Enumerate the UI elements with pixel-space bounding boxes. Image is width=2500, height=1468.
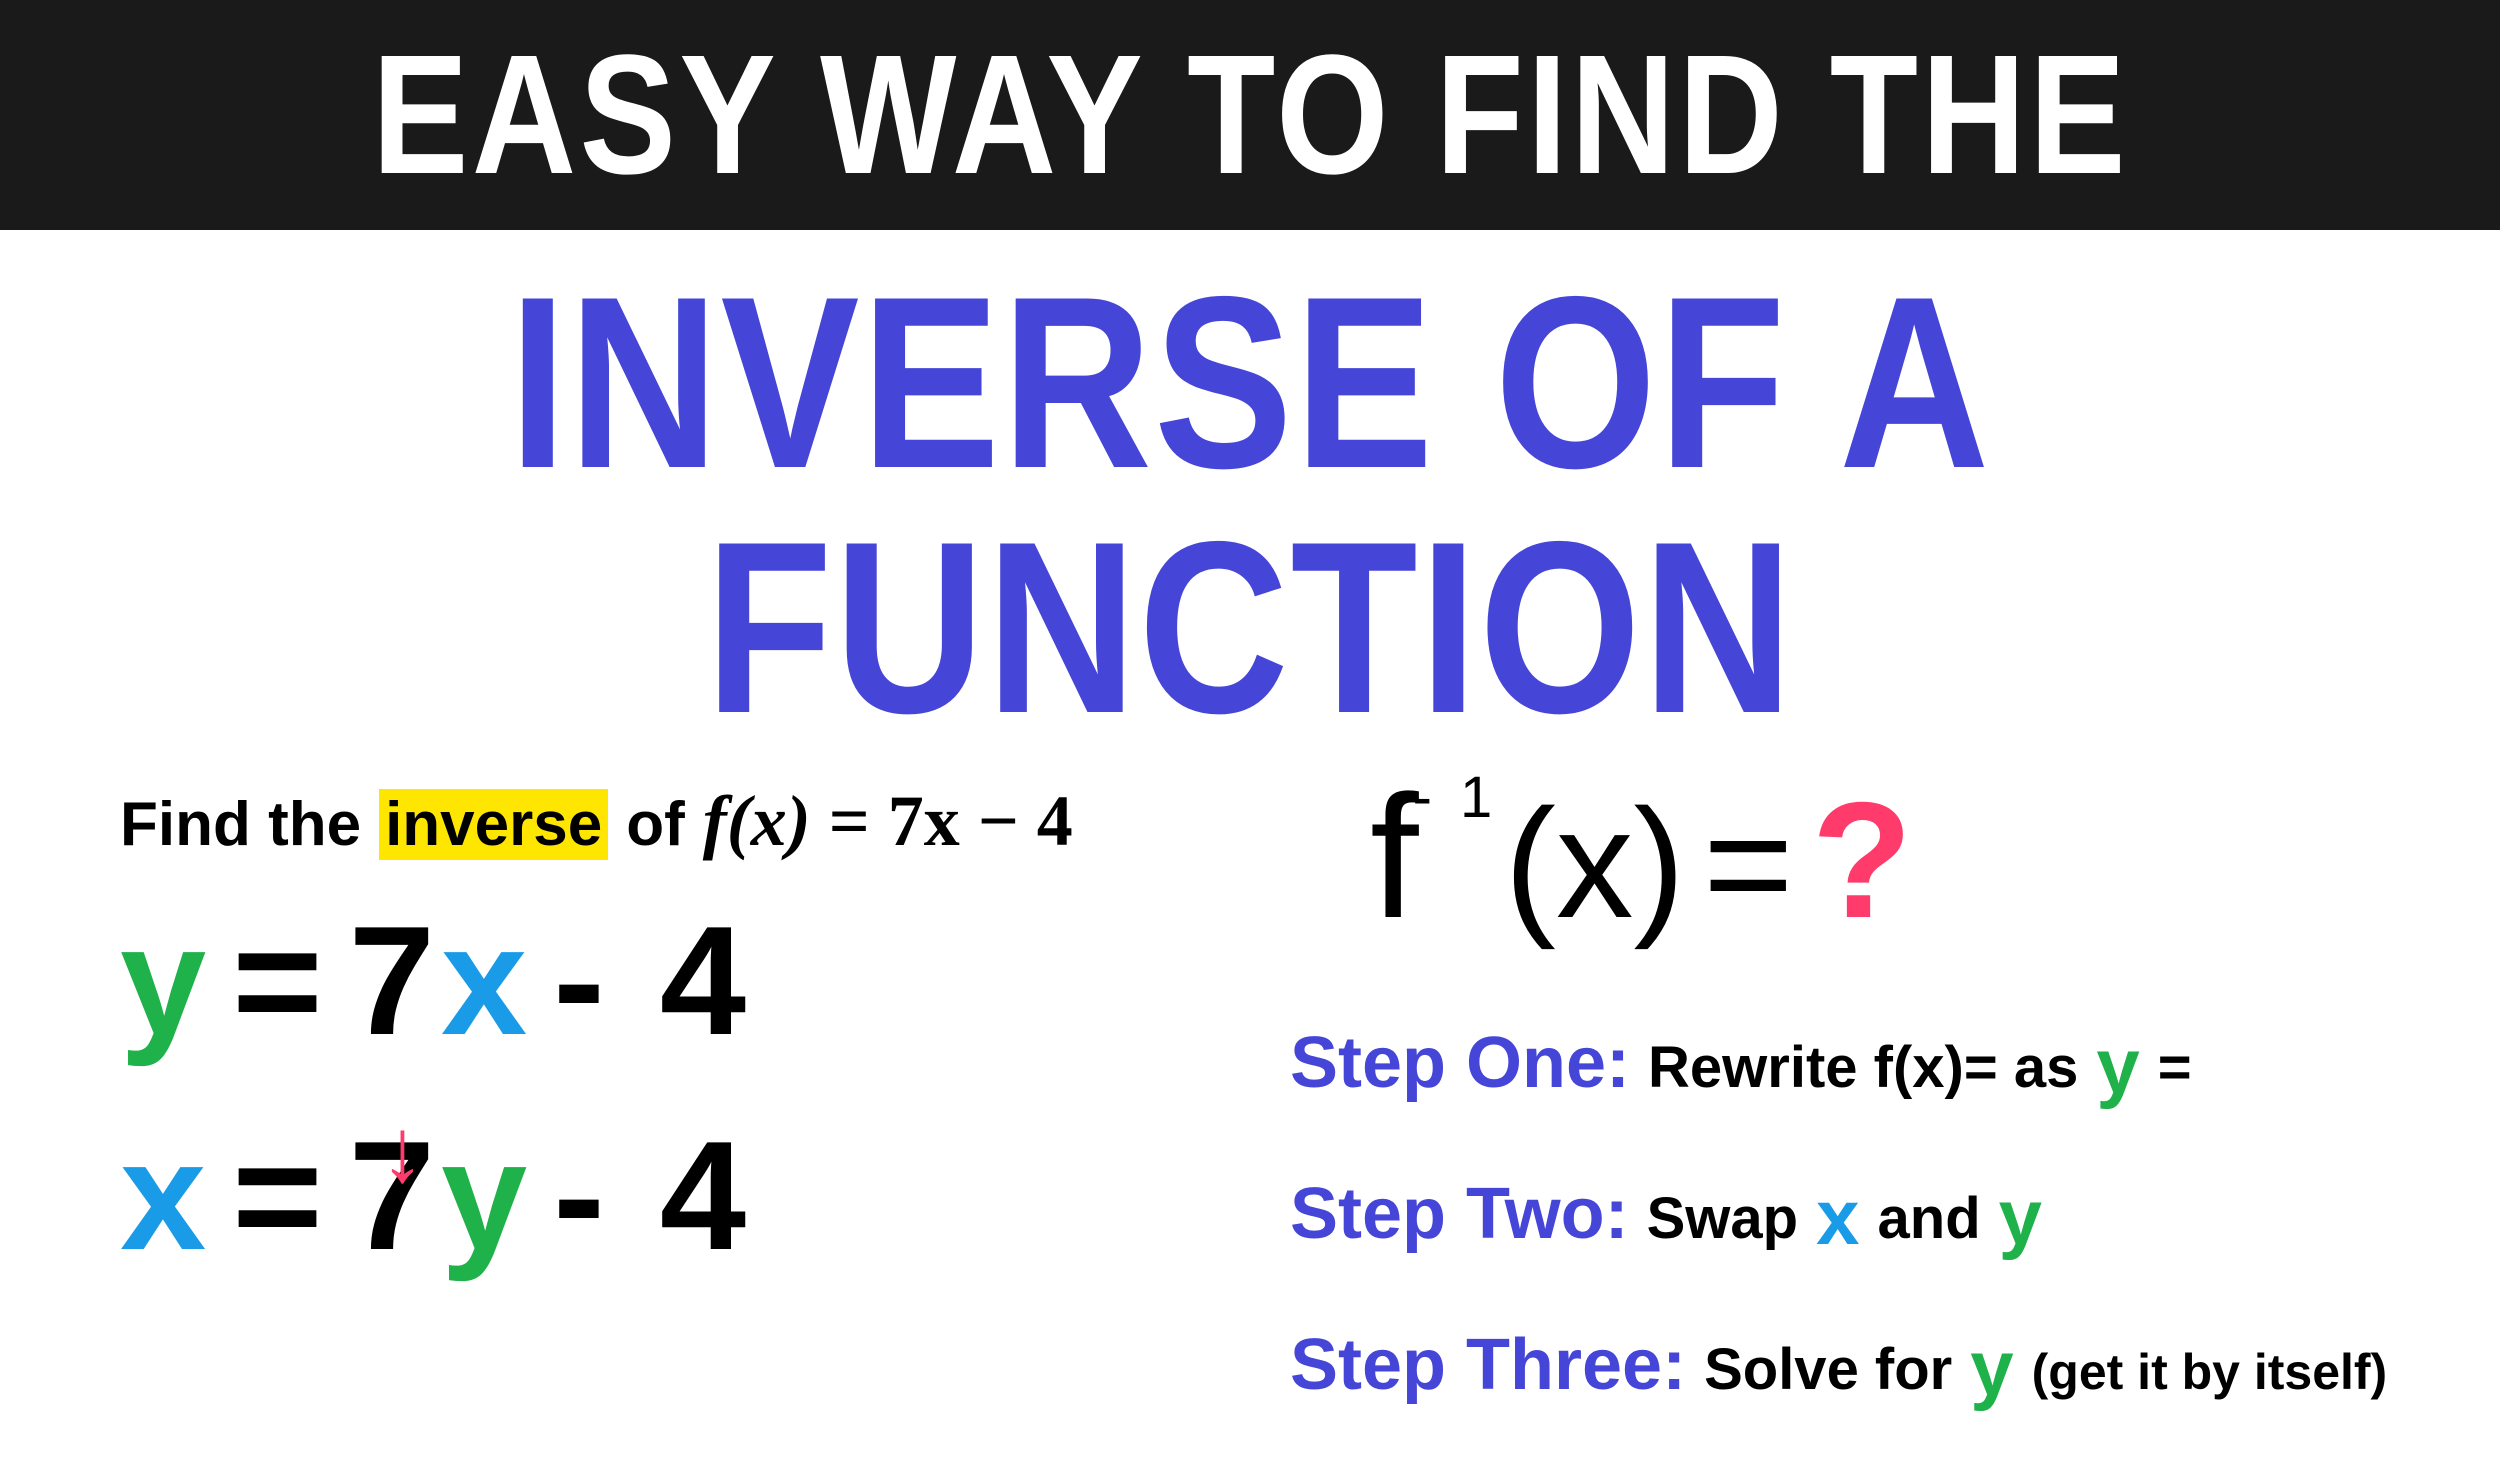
content-row: Find the inverse of f(x) = 7x − 4 y = 7x… [0,780,2500,1468]
equation-2: x = 7y - 4 [120,1118,1250,1273]
step-one-body-b: = [2158,1034,2192,1101]
eq2-right-var: y [441,1109,533,1282]
step-three-var-y: y [1970,1323,2013,1414]
prompt-expr-rhs: = 7x − 4 [829,780,1073,863]
down-arrow-icon: ↓ [380,1100,425,1203]
eq1-equals: = [232,903,329,1058]
step-three-body-a: Solve for [1704,1336,1952,1403]
step-two-var-y: y [1999,1172,2042,1263]
inverse-notation: f - 1 (x) = ? [1370,770,2440,945]
step-three-note: (get it by itself) [2032,1343,2388,1401]
step-two-body-b: and [1878,1185,1981,1252]
prompt-expr-lhs: f(x) [703,780,811,863]
eq1-left-var: y [120,903,212,1058]
inv-qmark: ? [1812,778,1913,943]
step-three-label: Step Three: [1290,1324,1686,1406]
step-two-var-x: x [1816,1172,1859,1263]
step-one-var-y: y [2096,1021,2139,1112]
step-two-body-a: Swap [1647,1185,1799,1252]
inv-sup: - 1 [1413,769,1499,827]
step-one-label: Step One: [1290,1022,1630,1104]
header-line1: EASY WAY TO FIND THE [372,17,2129,213]
header-bar: EASY WAY TO FIND THE [0,0,2500,230]
eq2-equals: = [232,1118,329,1273]
eq1-coef: 7 [349,894,441,1067]
prompt-highlight: inverse [379,789,608,860]
step-three: Step Three: Solve for y (get it by itsel… [1290,1317,2440,1408]
inv-eq: = [1703,786,1794,941]
left-column: Find the inverse of f(x) = 7x − 4 y = 7x… [0,780,1250,1468]
step-one-body-a: Rewrite f(x)= as [1648,1034,2078,1101]
prompt-mid: of [626,789,685,860]
header-line2: INVERSE OF A FUNCTION [188,260,2313,750]
step-two: Step Two: Swap x and y [1290,1166,2440,1257]
eq2-left-var: x [120,1118,212,1273]
step-one: Step One: Rewrite f(x)= as y = [1290,1015,2440,1106]
eq1-tail: - 4 [553,903,752,1058]
prompt-pre: Find the [120,789,361,860]
step-two-label: Step Two: [1290,1173,1629,1255]
steps-block: Step One: Rewrite f(x)= as y = Step Two:… [1290,1015,2440,1408]
prompt-line: Find the inverse of f(x) = 7x − 4 [120,780,1250,863]
eq1-right-var: x [441,894,533,1067]
inv-paren-x: (x) [1504,786,1685,941]
eq2-tail: - 4 [553,1118,752,1273]
inv-f: f [1370,770,1419,945]
right-column: f - 1 (x) = ? Step One: Rewrite f(x)= as… [1250,780,2500,1468]
equation-1: y = 7x - 4 [120,903,1250,1058]
